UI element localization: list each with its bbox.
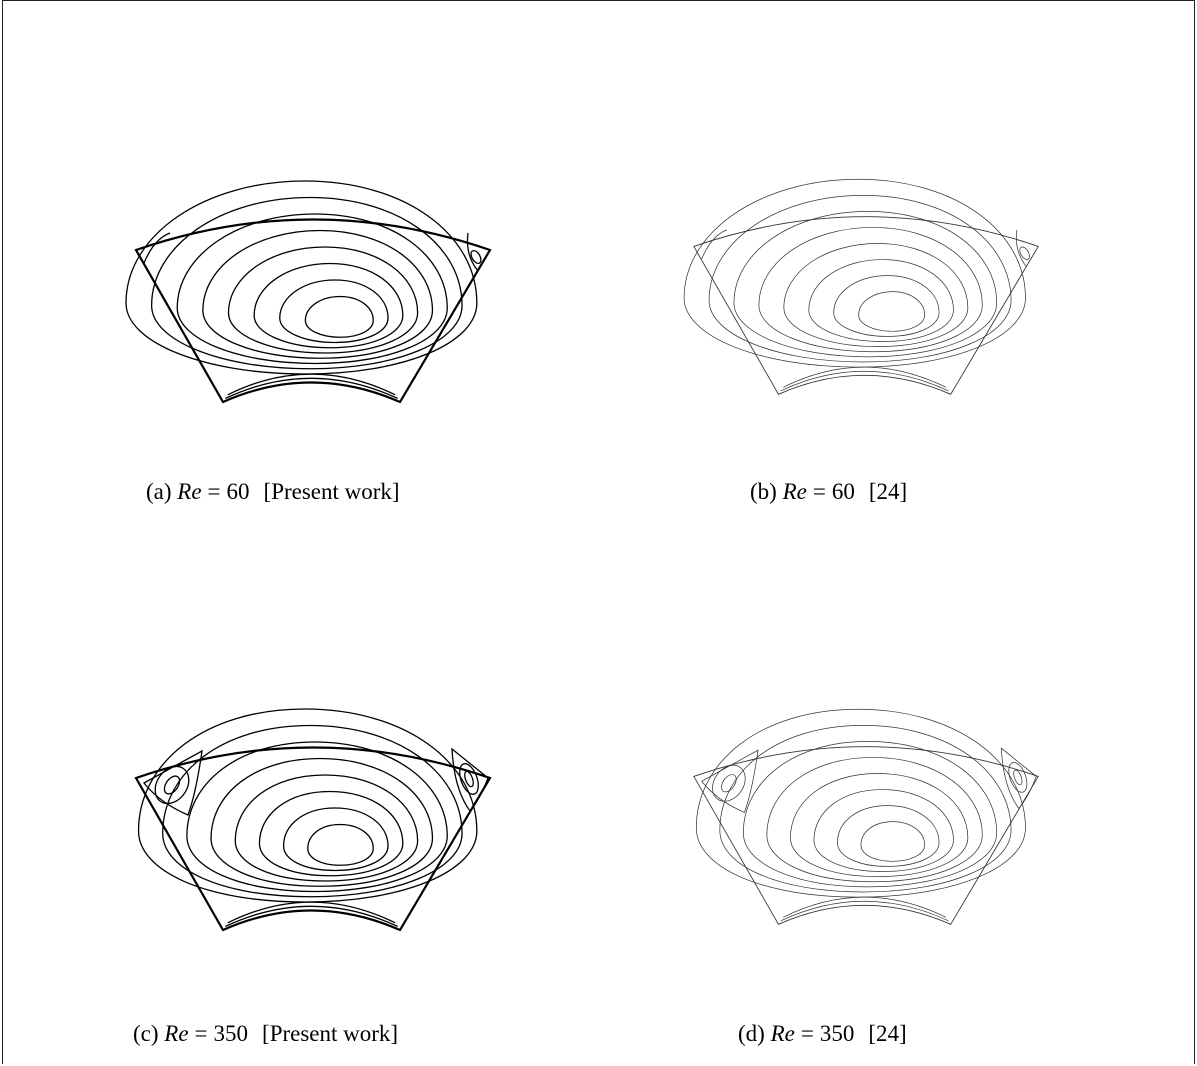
primary-vortex-streamline bbox=[708, 194, 1012, 363]
caption-a-symbol: Re bbox=[177, 479, 202, 504]
caption-d-letter: (d) bbox=[738, 1021, 765, 1046]
primary-vortex-streamline bbox=[719, 724, 1012, 893]
primary-vortex-streamline bbox=[253, 262, 404, 349]
primary-vortex-streamline bbox=[304, 295, 374, 338]
caption-b-symbol: Re bbox=[782, 479, 807, 504]
primary-vortex-streamline bbox=[858, 291, 926, 332]
caption-c-equals: = bbox=[194, 1021, 208, 1046]
near-wall-streamline bbox=[780, 370, 949, 392]
primary-vortex-streamline bbox=[176, 213, 448, 365]
right-corner-vortex bbox=[451, 747, 489, 813]
primary-vortex-streamline bbox=[307, 823, 374, 866]
caption-c: (c) Re = 350 [Present work] bbox=[133, 1022, 398, 1045]
caption-b: (b) Re = 60 [24] bbox=[750, 480, 907, 503]
caption-b-source: [24] bbox=[868, 479, 908, 504]
primary-vortex-streamline bbox=[125, 180, 478, 375]
primary-vortex-streamline bbox=[137, 708, 478, 903]
caption-a: (a) Re = 60 [Present work] bbox=[146, 480, 400, 503]
primary-vortex-streamline bbox=[758, 227, 983, 353]
caption-d-equals: = bbox=[800, 1021, 814, 1046]
streamline-plot-b bbox=[683, 178, 1039, 395]
caption-c-letter: (c) bbox=[133, 1021, 159, 1046]
cavity-boundary bbox=[134, 746, 492, 932]
left-corner-vortex bbox=[701, 749, 759, 813]
caption-b-value: 60 bbox=[831, 479, 855, 504]
caption-c-value: 350 bbox=[213, 1021, 249, 1046]
caption-a-source: [Present work] bbox=[263, 479, 400, 504]
primary-vortex-streamline bbox=[210, 757, 434, 887]
near-wall-streamline bbox=[782, 366, 947, 388]
cavity-boundary bbox=[134, 218, 492, 404]
caption-a-letter: (a) bbox=[146, 479, 172, 504]
primary-vortex-streamline bbox=[733, 211, 998, 358]
cavity-boundary bbox=[693, 216, 1039, 395]
right-corner-vortex bbox=[1000, 747, 1037, 810]
caption-b-equals: = bbox=[812, 479, 826, 504]
cavity-boundary bbox=[693, 746, 1039, 925]
primary-vortex-streamline bbox=[808, 259, 954, 342]
primary-vortex-streamline bbox=[783, 243, 969, 348]
caption-d-source: [24] bbox=[868, 1021, 907, 1046]
primary-vortex-streamline bbox=[813, 789, 954, 872]
caption-d-symbol: Re bbox=[770, 1021, 795, 1046]
primary-vortex-streamline bbox=[837, 805, 940, 867]
primary-vortex-streamline bbox=[227, 246, 419, 354]
primary-vortex-streamline bbox=[860, 821, 926, 862]
caption-a-equals: = bbox=[207, 479, 221, 504]
streamline-plot-a bbox=[125, 180, 492, 404]
primary-vortex-streamline bbox=[258, 790, 404, 877]
left-corner-vortex bbox=[143, 749, 203, 816]
caption-d-value: 350 bbox=[819, 1021, 855, 1046]
primary-vortex-streamline bbox=[279, 279, 389, 344]
caption-c-symbol: Re bbox=[164, 1021, 189, 1046]
caption-b-letter: (b) bbox=[750, 479, 777, 504]
primary-vortex-streamline bbox=[282, 807, 389, 872]
primary-vortex-streamline bbox=[683, 178, 1026, 368]
primary-vortex-streamline bbox=[186, 741, 448, 893]
primary-vortex-streamline bbox=[742, 741, 998, 888]
near-wall-streamline bbox=[782, 896, 947, 918]
near-wall-streamline bbox=[780, 900, 949, 922]
right-corner-vortex bbox=[1016, 229, 1030, 268]
primary-vortex-streamline bbox=[234, 774, 419, 882]
caption-d: (d) Re = 350 [24] bbox=[738, 1022, 907, 1045]
caption-a-value: 60 bbox=[226, 479, 250, 504]
primary-vortex-streamline bbox=[833, 275, 940, 337]
primary-vortex-streamline bbox=[695, 708, 1026, 898]
near-wall-streamline bbox=[225, 905, 398, 927]
streamline-plot-c bbox=[134, 708, 492, 932]
caption-c-source: [Present work] bbox=[262, 1021, 399, 1046]
left-corner-vortex bbox=[701, 229, 728, 260]
primary-vortex-streamline bbox=[202, 229, 434, 359]
right-corner-vortex bbox=[466, 232, 482, 272]
left-corner-vortex bbox=[143, 232, 171, 264]
primary-vortex-streamline bbox=[790, 773, 969, 878]
primary-vortex-streamline bbox=[766, 757, 983, 883]
near-wall-streamline bbox=[225, 377, 398, 399]
streamline-plot-d bbox=[693, 708, 1039, 925]
primary-vortex-streamline bbox=[150, 196, 463, 370]
